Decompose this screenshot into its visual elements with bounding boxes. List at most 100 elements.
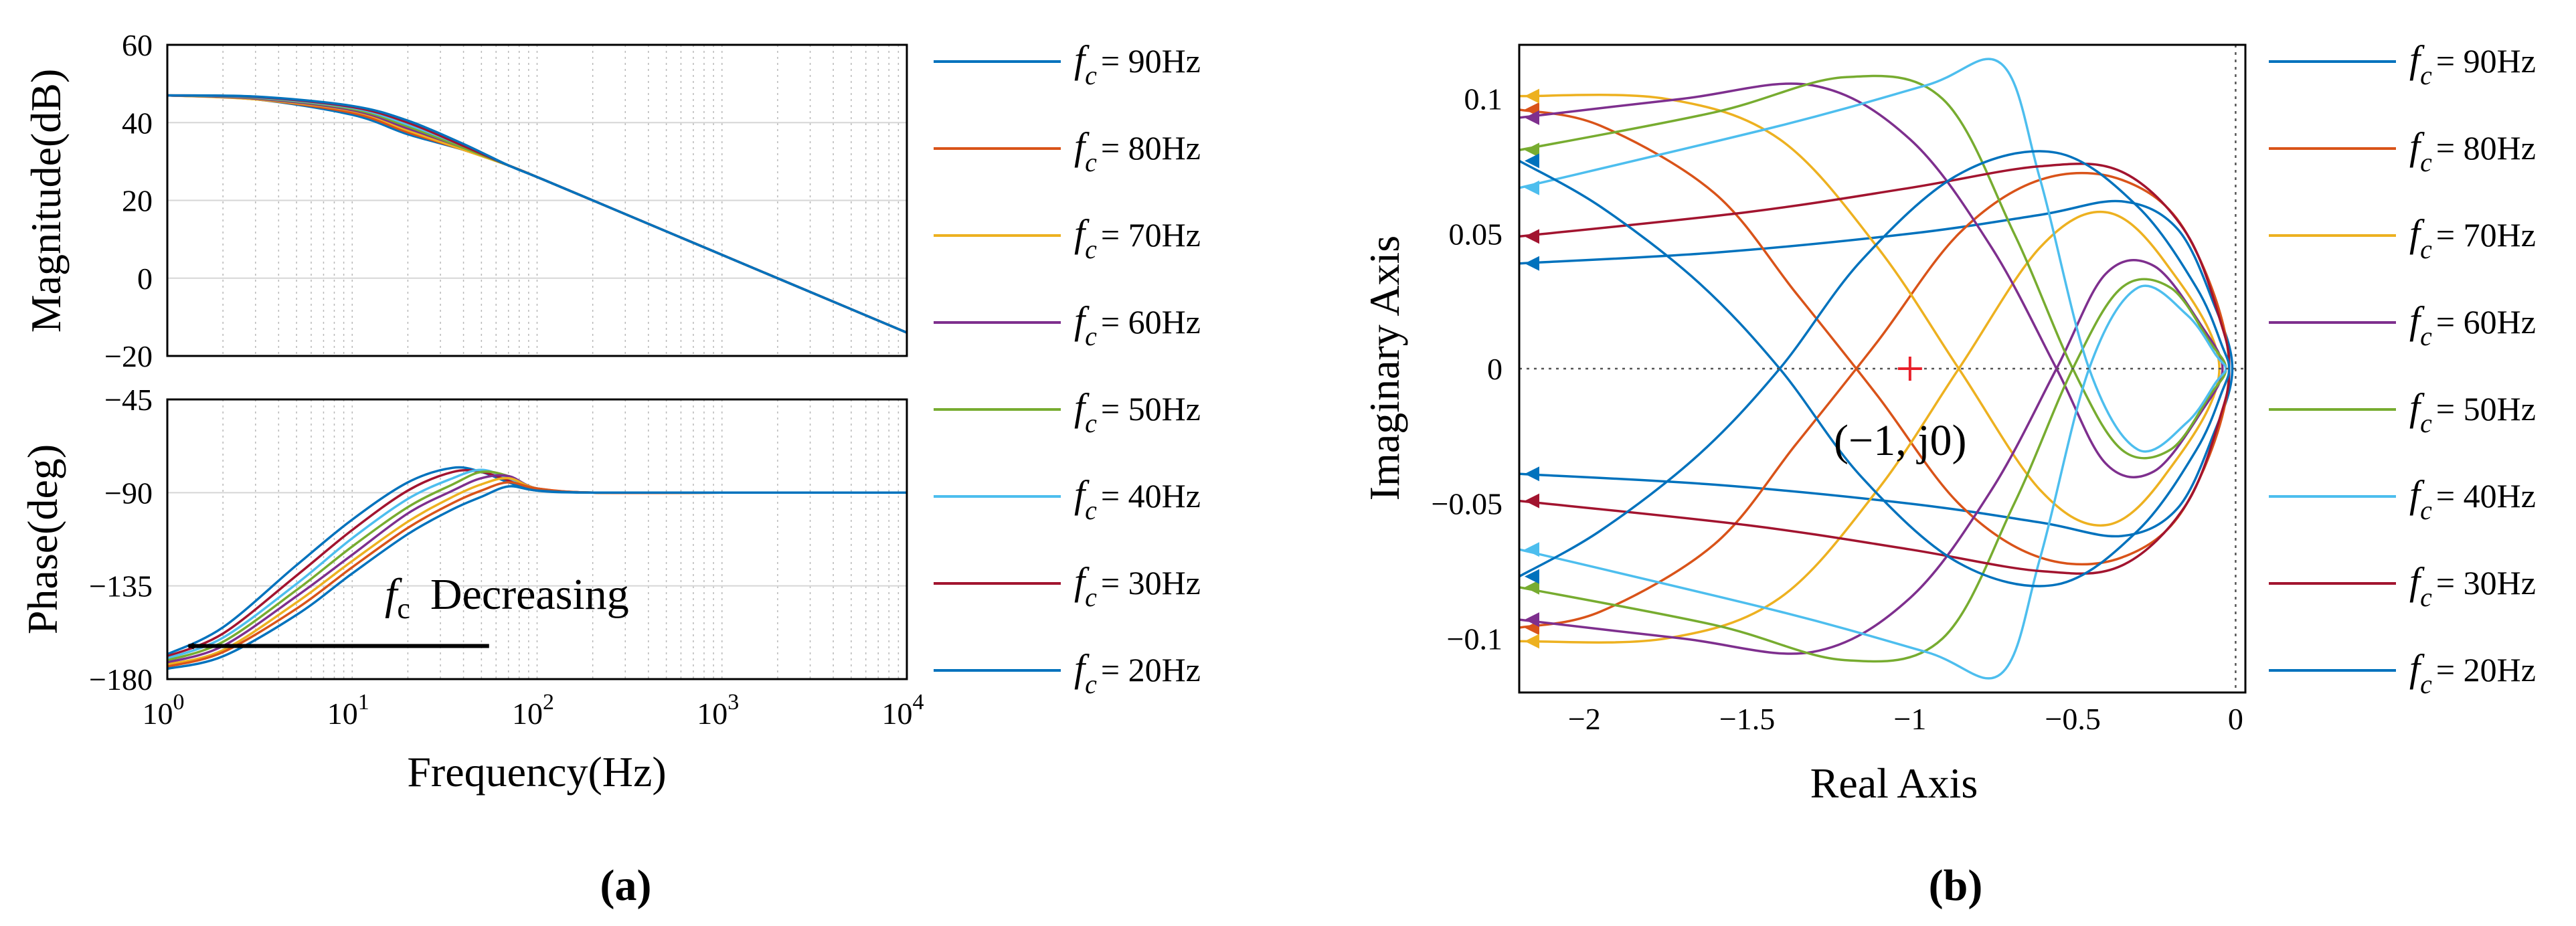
nyquist-y-tick-label: 0 <box>1487 352 1502 386</box>
nyquist-x-tick-label: −2 <box>1568 702 1601 736</box>
legend-value: = 40Hz <box>1101 477 1201 515</box>
legend-label: fc = 50Hz <box>1074 385 1201 438</box>
legend-label: fc = 60Hz <box>2409 298 2536 351</box>
nyquist-series-group <box>1519 58 2234 680</box>
magnitude-y-tick-label: 20 <box>122 184 153 218</box>
legend-value: = 50Hz <box>1101 390 1201 428</box>
legend-item: fc = 40Hz <box>934 472 1201 525</box>
legend-subscript: c <box>1085 234 1097 264</box>
legend-item: fc = 30Hz <box>934 559 1201 612</box>
phase-y-label: Phase(deg) <box>19 444 66 634</box>
legend-subscript: c <box>2420 234 2432 264</box>
legend-panel-a: fc = 90Hz fc = 80Hz fc = 70Hz fc = 60Hz fc = 50Hz… <box>934 37 1201 699</box>
nyquist-direction-arrow <box>1525 110 1539 125</box>
legend-value: = 70Hz <box>2436 216 2536 254</box>
legend-subscript: c <box>1085 669 1097 699</box>
nyquist-y-tick-label: −0.1 <box>1447 622 1502 656</box>
phase-series-line <box>167 485 907 670</box>
phase-x-ticks: 100 101 102 103 104 <box>143 690 924 731</box>
legend-panel-b: fc = 90Hz fc = 80Hz fc = 70Hz fc = 60Hz fc = 50Hz… <box>2269 37 2536 699</box>
tick-exponent: 3 <box>727 690 739 715</box>
legend-value: = 50Hz <box>2436 390 2536 428</box>
nyquist-plot: 0.1 0.05 0 −0.05 −0.1 −2 −1.5 −1 −0.5 0 (−1, j0)… <box>1361 43 2247 807</box>
phase-x-tick-label: 102 <box>512 690 554 731</box>
legend-label: fc = 90Hz <box>1074 37 1201 90</box>
phase-y-tick-label: −45 <box>104 383 153 417</box>
legend-label: fc = 30Hz <box>1074 559 1201 612</box>
bode-magnitude-plot: 60 40 20 0 −20 Magnitude(dB) <box>22 28 908 373</box>
nyquist-y-ticks: 0.1 0.05 0 −0.05 −0.1 <box>1432 82 1502 656</box>
legend-subscript: c <box>2420 669 2432 699</box>
phase-x-tick-label: 104 <box>882 690 924 731</box>
nyquist-direction-arrow <box>1525 88 1539 104</box>
legend-subscript: c <box>2420 495 2432 525</box>
legend-label: fc = 20Hz <box>2409 646 2536 699</box>
legend-subscript: c <box>1085 321 1097 351</box>
legend-item: fc = 70Hz <box>934 211 1201 264</box>
legend-subscript: c <box>2420 147 2432 177</box>
legend-label: fc = 80Hz <box>1074 124 1201 177</box>
nyquist-direction-arrow <box>1525 493 1539 508</box>
legend-label: fc = 40Hz <box>2409 472 2536 525</box>
tick-base: 10 <box>143 697 173 731</box>
legend-subscript: c <box>1085 147 1097 177</box>
legend-subscript: c <box>2420 582 2432 612</box>
legend-label: fc = 80Hz <box>2409 124 2536 177</box>
magnitude-y-tick-label: 0 <box>137 262 153 296</box>
nyquist-x-label: Real Axis <box>1810 759 1978 807</box>
legend-subscript: c <box>2420 408 2432 438</box>
phase-x-tick-label: 100 <box>143 690 185 731</box>
legend-item: fc = 60Hz <box>2269 298 2536 351</box>
caption-b: (b) <box>1929 861 1983 910</box>
legend-item: fc = 90Hz <box>2269 37 2536 90</box>
phase-y-tick-label: −135 <box>89 569 153 604</box>
frequency-x-label: Frequency(Hz) <box>407 748 666 796</box>
nyquist-direction-arrow <box>1525 466 1539 482</box>
nyquist-direction-arrow <box>1525 256 1539 271</box>
legend-value: = 60Hz <box>2436 303 2536 341</box>
phase-y-tick-label: −90 <box>104 476 153 510</box>
tick-base: 10 <box>882 697 913 731</box>
legend-value: = 40Hz <box>2436 477 2536 515</box>
magnitude-series-group <box>167 94 907 334</box>
legend-item: fc = 70Hz <box>2269 211 2536 264</box>
legend-item: fc = 80Hz <box>2269 124 2536 177</box>
tick-base: 10 <box>512 697 543 731</box>
legend-label: fc = 20Hz <box>1074 646 1201 699</box>
legend-label: fc = 30Hz <box>2409 559 2536 612</box>
legend-subscript: c <box>2420 321 2432 351</box>
legend-label: fc = 50Hz <box>2409 385 2536 438</box>
nyquist-y-tick-label: −0.05 <box>1432 487 1502 521</box>
nyquist-series-line <box>1519 82 2224 655</box>
legend-item: fc = 90Hz <box>934 37 1201 90</box>
nyquist-series-line <box>1519 58 2227 680</box>
legend-label: fc = 70Hz <box>1074 211 1201 264</box>
legend-value: = 80Hz <box>2436 129 2536 167</box>
caption-a: (a) <box>600 861 652 910</box>
nyquist-direction-arrow <box>1525 229 1539 244</box>
legend-value: = 70Hz <box>1101 216 1201 254</box>
nyquist-direction-arrow <box>1525 579 1539 595</box>
nyquist-series-line <box>1519 150 2231 587</box>
nyquist-direction-arrow <box>1525 612 1539 628</box>
legend-value: = 60Hz <box>1101 303 1201 341</box>
legend-value: = 20Hz <box>1101 651 1201 688</box>
legend-item: fc = 50Hz <box>2269 385 2536 438</box>
legend-value: = 30Hz <box>1101 564 1201 601</box>
magnitude-y-tick-label: 40 <box>122 106 153 140</box>
magnitude-y-ticks: 60 40 20 0 −20 <box>104 28 153 373</box>
tick-exponent: 1 <box>358 690 369 715</box>
nyquist-direction-arrow <box>1525 180 1539 195</box>
phase-x-tick-label: 101 <box>327 690 369 731</box>
tick-exponent: 2 <box>543 690 554 715</box>
nyquist-x-tick-label: −0.5 <box>2045 702 2100 736</box>
nyquist-x-ticks: −2 −1.5 −1 −0.5 0 <box>1568 702 2243 736</box>
nyquist-series-line <box>1519 199 2234 538</box>
legend-value: = 90Hz <box>2436 42 2536 80</box>
nyquist-direction-arrow <box>1525 634 1539 649</box>
caption-a-text: (a) <box>600 861 652 910</box>
legend-item: fc = 40Hz <box>2269 472 2536 525</box>
legend-subscript: c <box>1085 408 1097 438</box>
phase-series-group <box>167 466 907 670</box>
